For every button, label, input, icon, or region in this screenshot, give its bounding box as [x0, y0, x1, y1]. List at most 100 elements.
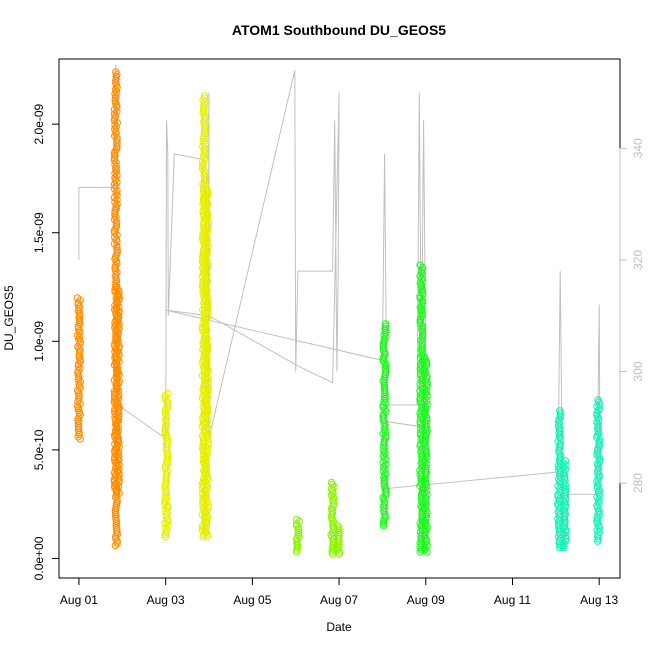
data-point [203, 449, 212, 457]
data-point [110, 240, 119, 248]
data-point [418, 277, 427, 285]
data-point [333, 546, 342, 554]
data-point [423, 392, 431, 400]
data-point [201, 101, 209, 109]
data-point [594, 537, 602, 545]
data-point [113, 119, 122, 127]
data-point [421, 546, 429, 554]
data-point [382, 333, 390, 341]
altitude-layer [78, 64, 601, 551]
data-point [203, 190, 212, 198]
data-point [164, 398, 172, 406]
data-point [161, 429, 170, 437]
data-point [421, 394, 429, 402]
data-point [561, 472, 569, 480]
data-point [76, 435, 84, 443]
data-point [161, 495, 170, 503]
data-point [115, 489, 124, 497]
data-point [380, 482, 388, 491]
y-tick-label: 2.0e-09 [32, 103, 46, 144]
data-point [595, 442, 604, 450]
data-point [595, 510, 604, 519]
data-point [422, 497, 430, 506]
data-point [419, 330, 427, 338]
data-point [561, 490, 569, 498]
data-point [203, 343, 212, 352]
data-point [421, 543, 429, 552]
data-point [163, 517, 172, 525]
data-point [422, 482, 431, 490]
data-point [423, 401, 431, 409]
x-tick-label: Aug 01 [60, 593, 98, 607]
data-point [561, 457, 570, 465]
data-point [593, 493, 601, 501]
data-point [164, 522, 172, 530]
data-point [201, 156, 209, 164]
data-point [379, 355, 387, 363]
data-point [113, 458, 121, 467]
data-point [112, 445, 121, 454]
data-point [554, 438, 562, 446]
x-tick-label: Aug 05 [233, 593, 271, 607]
data-point [379, 517, 388, 526]
data-point [113, 246, 122, 255]
data-point [203, 209, 212, 218]
data-point [74, 433, 82, 441]
data-point [161, 497, 169, 506]
data-point [329, 546, 338, 554]
data-point [113, 108, 121, 116]
data-point [329, 524, 338, 532]
data-point [113, 300, 121, 309]
data-point [110, 215, 119, 224]
data-point [201, 153, 209, 162]
data-point [73, 331, 82, 340]
y2-tick-label: 320 [631, 250, 645, 270]
data-point [202, 337, 210, 345]
data-point [112, 220, 121, 228]
x-tick-label: Aug 13 [580, 593, 618, 607]
data-point [593, 409, 601, 417]
data-point [201, 173, 209, 182]
data-point [202, 256, 210, 264]
y-tick-label: 5.0e-10 [32, 429, 46, 470]
data-point [382, 460, 390, 469]
data-point [162, 396, 170, 404]
data-point [201, 442, 210, 451]
x-tick-label: Aug 03 [147, 593, 185, 607]
data-point [111, 541, 120, 550]
data-point [112, 145, 121, 153]
data-point [593, 484, 602, 492]
data-point [113, 83, 121, 92]
data-point [199, 142, 207, 151]
data-point [203, 405, 212, 413]
data-point [113, 103, 121, 112]
data-point [381, 351, 389, 359]
data-point [199, 107, 207, 116]
data-point [559, 539, 568, 547]
data-point [423, 379, 431, 387]
data-point [595, 471, 603, 479]
data-point [115, 439, 123, 447]
data-point [113, 373, 121, 381]
points-layer [73, 68, 604, 558]
data-point [423, 548, 431, 556]
data-point [204, 436, 212, 444]
data-point [199, 138, 208, 146]
data-point [198, 165, 207, 173]
data-point [161, 533, 170, 541]
data-point [112, 421, 121, 429]
x-axis-label: Date [326, 620, 352, 634]
y-tick-label: 1.0e-09 [32, 321, 46, 362]
data-point [381, 513, 390, 521]
data-point [421, 385, 429, 394]
data-point [113, 178, 121, 186]
data-point [114, 412, 123, 421]
data-point [111, 160, 119, 169]
data-point [113, 485, 121, 493]
data-point [111, 97, 120, 105]
y-axis-label: DU_GEOS5 [2, 285, 16, 351]
y2-tick-label: 280 [631, 473, 645, 493]
data-point [416, 316, 424, 325]
y2-tick-label: 300 [631, 361, 645, 381]
x-tick-label: Aug 07 [320, 593, 358, 607]
